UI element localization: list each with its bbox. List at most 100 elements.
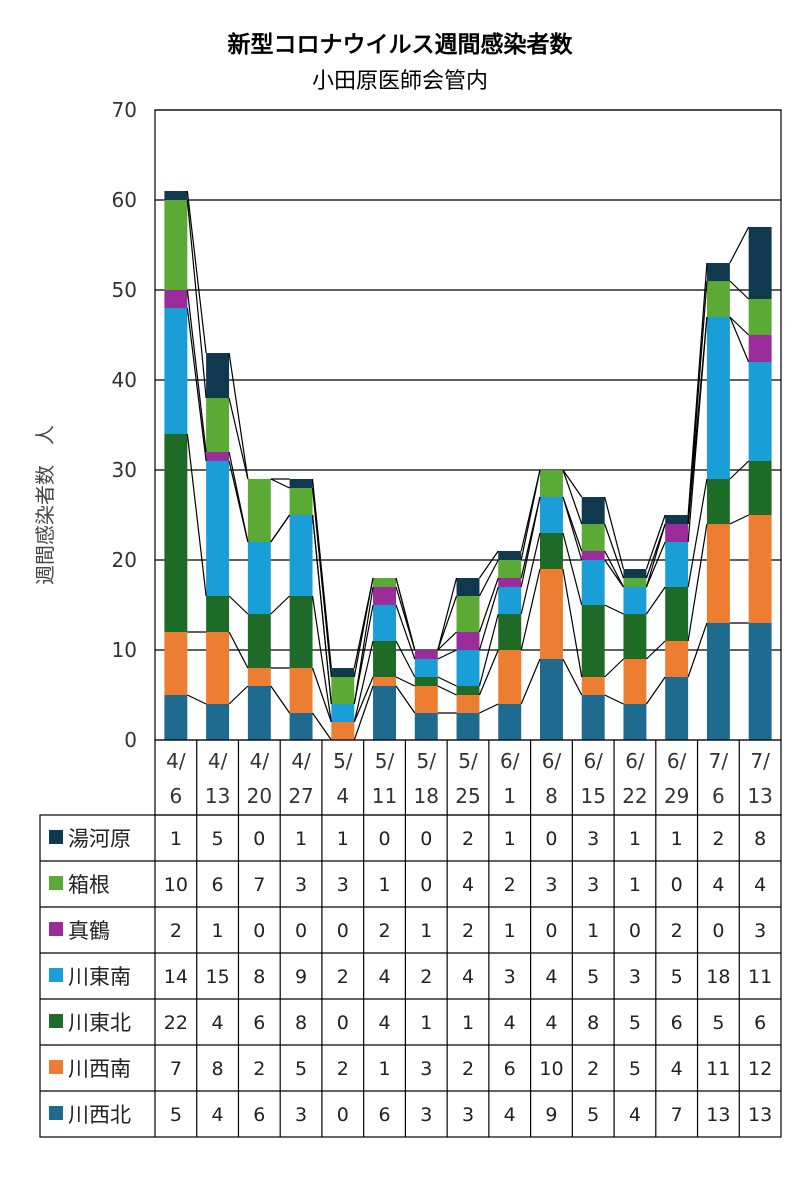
- bar-segment: [164, 191, 188, 200]
- series-line: [687, 280, 708, 525]
- bar-segment: [706, 524, 730, 623]
- series-label: 真鶴: [68, 919, 110, 943]
- x-tick-label: 20: [247, 784, 272, 808]
- series-line: [186, 433, 207, 597]
- series-line: [478, 577, 499, 633]
- data-label: 6: [212, 874, 224, 896]
- y-tick-label: 0: [124, 728, 137, 752]
- series-line: [353, 640, 374, 723]
- x-tick-label: 4/: [208, 749, 228, 773]
- y-tick-label: 70: [112, 98, 137, 122]
- data-label: 2: [587, 1058, 599, 1080]
- bar-segment: [539, 497, 563, 533]
- series-label: 川東南: [68, 965, 131, 989]
- data-label: 0: [420, 874, 432, 896]
- series-line: [228, 631, 249, 669]
- y-axis-label: 週間感染者数 人: [33, 425, 57, 585]
- series-line: [395, 640, 416, 678]
- series-line: [186, 289, 207, 453]
- bar-segment: [414, 659, 438, 677]
- series-line: [478, 559, 499, 597]
- data-label: 3: [337, 874, 349, 896]
- series-label: 湯河原: [68, 827, 131, 851]
- data-label: 0: [295, 920, 307, 942]
- series-line: [311, 514, 332, 705]
- series-line: [687, 523, 708, 642]
- series-line: [311, 478, 332, 669]
- bar-segment: [373, 587, 397, 605]
- data-label: 13: [706, 1104, 730, 1126]
- data-label: 3: [420, 1104, 432, 1126]
- bar-segment: [206, 452, 230, 461]
- data-label: 3: [295, 874, 307, 896]
- data-label: 6: [671, 1012, 683, 1034]
- x-tick-label: 4: [336, 784, 349, 808]
- bar-segment: [623, 704, 647, 740]
- bar-segment: [247, 686, 271, 740]
- y-tick-label: 50: [112, 278, 137, 302]
- x-tick-label: 13: [205, 784, 230, 808]
- bar-segment: [414, 677, 438, 686]
- series-line: [228, 451, 249, 543]
- data-label: 13: [748, 1104, 772, 1126]
- bar-segment: [331, 722, 355, 740]
- data-label: 0: [671, 874, 683, 896]
- series-line: [270, 478, 290, 489]
- series-line: [479, 703, 499, 714]
- data-label: 4: [212, 1104, 224, 1126]
- series-line: [311, 487, 332, 678]
- data-label: 2: [337, 1058, 349, 1080]
- series-line: [228, 352, 249, 480]
- series-line: [562, 658, 583, 696]
- bar-segment: [498, 587, 522, 614]
- bar-segment: [289, 488, 313, 515]
- bar-segment: [539, 470, 563, 497]
- data-label: 5: [295, 1058, 307, 1080]
- y-tick-label: 20: [112, 548, 137, 572]
- data-label: 7: [671, 1104, 683, 1126]
- y-tick-label: 60: [112, 188, 137, 212]
- data-label: 0: [545, 828, 557, 850]
- data-label: 2: [337, 966, 349, 988]
- x-tick-label: 5/: [333, 749, 353, 773]
- data-label: 1: [420, 1012, 432, 1034]
- bar-segment: [164, 434, 188, 632]
- series-line: [186, 190, 207, 354]
- legend-swatch: [49, 876, 63, 890]
- bar-segment: [289, 713, 313, 740]
- data-label: 3: [587, 874, 599, 896]
- x-tick-label: 4/: [291, 749, 311, 773]
- data-label: 1: [629, 874, 641, 896]
- bar-segment: [581, 605, 605, 677]
- bar-segment: [748, 623, 772, 740]
- series-line: [270, 514, 291, 543]
- x-tick-label: 6/: [542, 749, 562, 773]
- bar-segment: [665, 641, 689, 677]
- data-label: 3: [545, 874, 557, 896]
- bar-segment: [623, 578, 647, 587]
- data-label: 3: [587, 828, 599, 850]
- bar-segment: [665, 542, 689, 587]
- bar-segment: [247, 614, 271, 668]
- data-label: 4: [545, 966, 557, 988]
- data-label: 9: [295, 966, 307, 988]
- x-tick-label: 5/: [375, 749, 395, 773]
- data-label: 1: [212, 920, 224, 942]
- bar-segment: [373, 686, 397, 740]
- x-tick-label: 27: [288, 784, 313, 808]
- data-label: 9: [545, 1104, 557, 1126]
- series-label: 川西北: [68, 1103, 131, 1127]
- bar-segment: [623, 569, 647, 578]
- series-line: [187, 694, 207, 705]
- legend-swatch: [49, 922, 63, 936]
- bar-segment: [247, 668, 271, 686]
- series-line: [604, 496, 625, 570]
- legend-swatch: [49, 1014, 63, 1028]
- bar-segment: [665, 515, 689, 524]
- bar-segment: [373, 641, 397, 677]
- data-label: 4: [462, 874, 474, 896]
- series-line: [353, 676, 374, 723]
- data-label: 2: [712, 828, 724, 850]
- series-line: [437, 649, 457, 660]
- bar-segment: [164, 290, 188, 308]
